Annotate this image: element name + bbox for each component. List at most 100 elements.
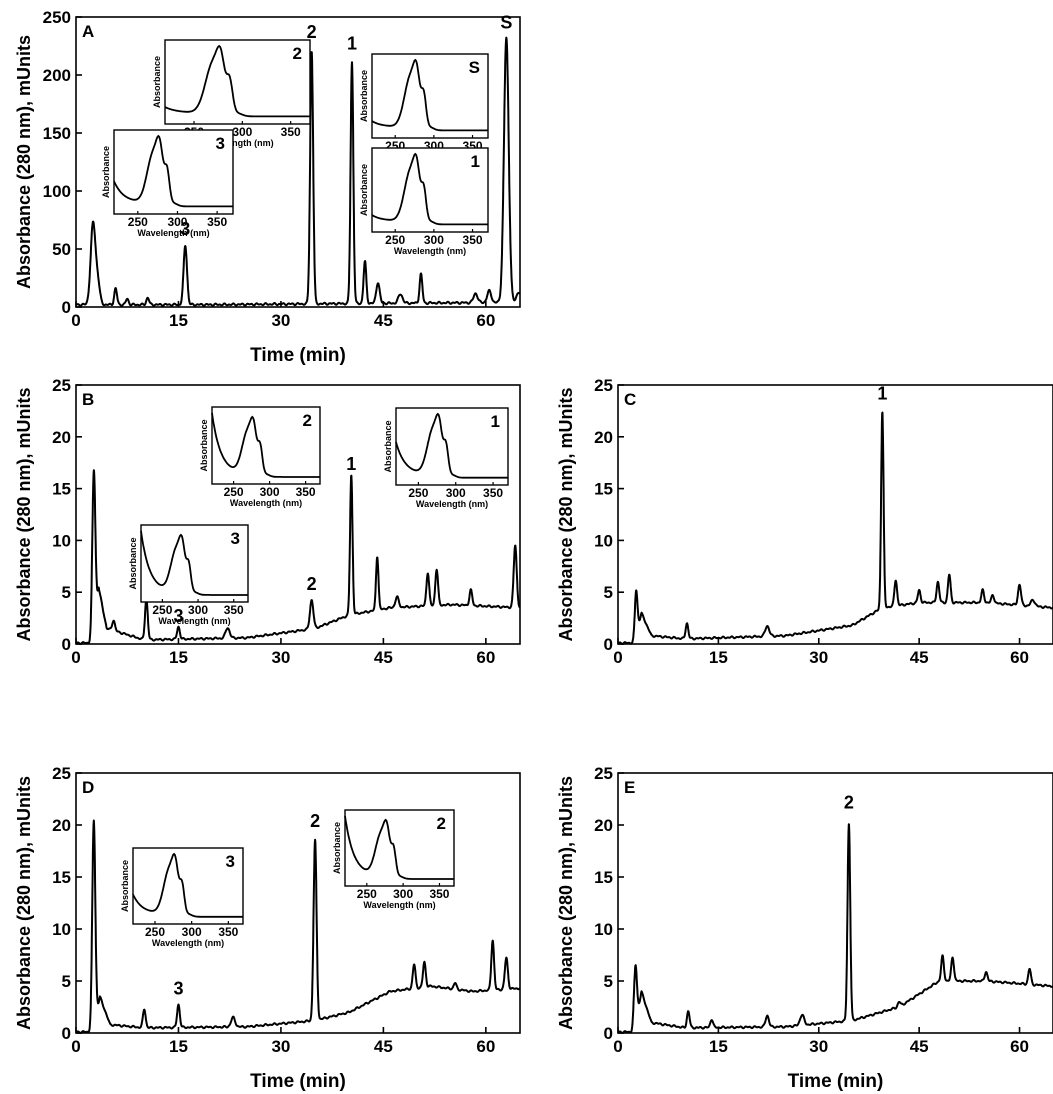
y-tick-label: 25 — [52, 764, 71, 783]
chromatogram-trace-e — [617, 823, 1053, 1034]
x-tick-label: 45 — [374, 1037, 393, 1056]
chromatogram-trace-c — [617, 411, 1053, 645]
inset-peak-label: 3 — [216, 134, 225, 153]
inset-frame — [164, 39, 311, 125]
inset-y-axis-label: Absorbance — [101, 146, 111, 198]
x-tick-label: 0 — [71, 311, 80, 330]
y-tick-label: 25 — [52, 376, 71, 395]
inset-y-axis-label: Absorbance — [332, 822, 342, 874]
y-tick-label: 15 — [594, 480, 613, 499]
inset-x-tick-label: 300 — [188, 603, 208, 617]
y-tick-label: 25 — [594, 764, 613, 783]
panel-label: C — [624, 390, 636, 409]
y-tick-label: 150 — [43, 124, 71, 143]
y-tick-label: 200 — [43, 66, 71, 85]
x-tick-label: 60 — [1010, 1037, 1029, 1056]
inset-x-tick-label: 250 — [385, 233, 405, 247]
inset-peak-label: 1 — [491, 412, 500, 431]
inset-x-tick-label: 300 — [232, 125, 252, 139]
inset-peak-label: 1 — [471, 152, 480, 171]
inset-x-tick-label: 300 — [424, 233, 444, 247]
inset-x-axis-label: Wavelength (nm) — [201, 138, 273, 148]
x-tick-label: 15 — [169, 1037, 188, 1056]
y-axis-label: Absorbance (280 nm), mUnits — [556, 387, 576, 641]
y-tick-label: 0 — [604, 635, 613, 654]
inset-x-tick-label: 300 — [446, 486, 466, 500]
x-tick-label: 0 — [71, 1037, 80, 1056]
peak-label: 2 — [307, 574, 317, 594]
inset-peak-label: 2 — [437, 814, 446, 833]
peak-label: 3 — [173, 979, 183, 999]
y-tick-label: 5 — [62, 972, 71, 991]
x-axis-label: Time (min) — [250, 1071, 346, 1092]
inset-peak-label: 2 — [293, 44, 302, 63]
inset-x-tick-label: 250 — [128, 215, 148, 229]
inset-spectrum-line — [371, 152, 488, 226]
x-tick-label: 45 — [910, 1037, 929, 1056]
inset-y-axis-label: Absorbance — [383, 420, 393, 472]
inset-y-axis-label: Absorbance — [359, 164, 369, 216]
inset-x-tick-label: 350 — [224, 603, 244, 617]
peak-label: 2 — [307, 22, 317, 42]
y-tick-label: 15 — [52, 868, 71, 887]
x-tick-label: 15 — [709, 648, 728, 667]
y-tick-label: 10 — [594, 531, 613, 550]
y-axis-label: Absorbance (280 nm), mUnits — [14, 776, 34, 1030]
x-tick-label: 45 — [374, 311, 393, 330]
inset-x-axis-label: Wavelength (nm) — [158, 616, 230, 626]
plot-frame — [75, 16, 521, 308]
inset-x-tick-label: 300 — [182, 925, 202, 939]
y-tick-label: 0 — [604, 1024, 613, 1043]
y-tick-label: 25 — [594, 376, 613, 395]
chromatogram-panel-e: E 0 5 10 15 20 25 0 15 30 45 60 Absorbance (280 nm),… — [556, 764, 1053, 1092]
y-tick-label: 5 — [62, 583, 71, 602]
inset-x-tick-label: 250 — [152, 603, 172, 617]
peak-label: 3 — [173, 606, 183, 626]
x-tick-label: 45 — [374, 648, 393, 667]
inset-x-tick-label: 250 — [224, 485, 244, 499]
peak-label: 3 — [180, 219, 190, 239]
peak-label: 1 — [877, 384, 887, 404]
panel-label: D — [82, 778, 94, 797]
y-tick-label: 5 — [604, 972, 613, 991]
inset-x-axis-label: Wavelength (nm) — [363, 900, 435, 910]
inset-x-tick-label: 350 — [296, 485, 316, 499]
x-tick-label: 60 — [1010, 648, 1029, 667]
y-tick-label: 50 — [52, 240, 71, 259]
y-tick-label: 100 — [43, 182, 71, 201]
y-axis-label: Absorbance (280 nm), mUnits — [14, 387, 34, 641]
inset-frame — [344, 809, 455, 887]
inset-x-tick-label: 250 — [145, 925, 165, 939]
inset-spectrum-line — [113, 134, 233, 208]
inset-spectrum-line — [371, 58, 488, 132]
inset-spectrum-line — [395, 412, 508, 479]
plot-frame — [617, 384, 1053, 645]
x-tick-label: 60 — [476, 311, 495, 330]
y-tick-label: 20 — [594, 428, 613, 447]
x-tick-label: 30 — [809, 1037, 828, 1056]
inset-x-tick-label: 300 — [260, 485, 280, 499]
chromatogram-panel-c: C 0 5 10 15 20 25 0 15 30 45 60 Absorbance (280 nm),… — [556, 376, 1053, 667]
y-tick-label: 250 — [43, 8, 71, 27]
y-tick-label: 0 — [62, 635, 71, 654]
x-tick-label: 30 — [809, 648, 828, 667]
inset-x-tick-label: 350 — [218, 925, 238, 939]
inset-peak-label: 2 — [303, 411, 312, 430]
inset-x-tick-label: 250 — [357, 887, 377, 901]
inset-frame — [371, 147, 489, 233]
x-tick-label: 30 — [271, 1037, 290, 1056]
inset-y-axis-label: Absorbance — [128, 537, 138, 589]
inset-spectrum-line — [211, 412, 320, 478]
inset-x-tick-label: 350 — [463, 233, 483, 247]
inset-x-tick-label: 300 — [167, 215, 187, 229]
y-tick-label: 10 — [52, 531, 71, 550]
chromatogram-panel-a: A 0 50 100 150 200 250 0 15 30 45 60 Absorbance (280… — [14, 8, 521, 366]
